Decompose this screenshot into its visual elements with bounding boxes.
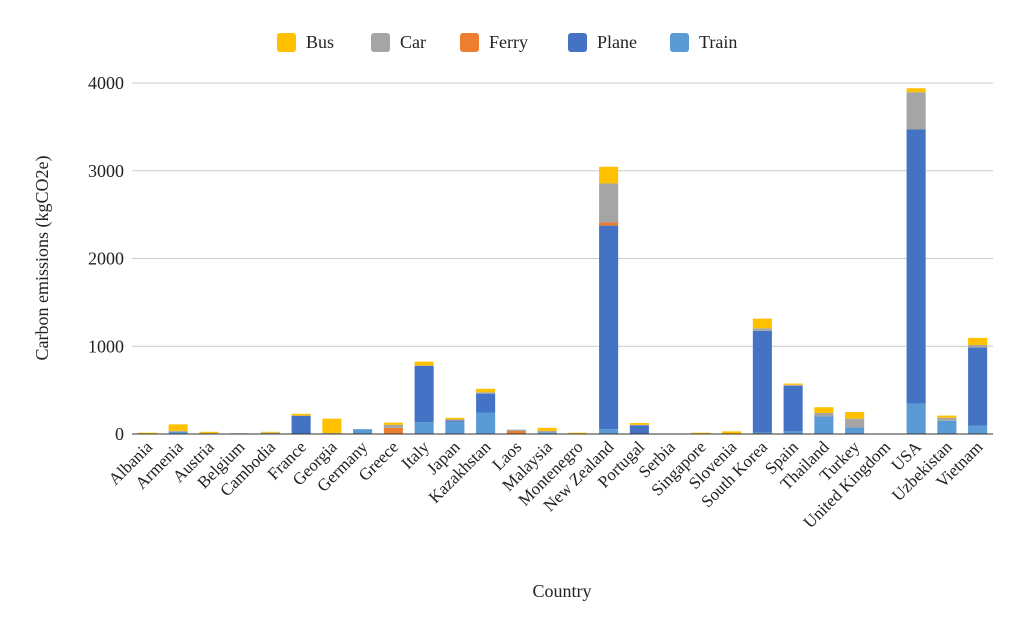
bar-austria-bus: [199, 431, 219, 434]
bar-south-korea-plane: [752, 330, 772, 433]
bar-singapore-bus: [691, 432, 711, 434]
bar-japan-car: [445, 419, 465, 421]
bar-italy-plane: [414, 365, 434, 423]
bar-spain-train: [783, 431, 803, 434]
bar-albania-bus: [137, 432, 157, 434]
bar-spain-car: [783, 384, 803, 386]
y-tick-label: 1000: [88, 336, 124, 356]
legend-label-plane: Plane: [597, 32, 637, 52]
bar-uzbekistan-car: [937, 417, 957, 421]
bar-kazakhstan-bus: [476, 388, 496, 393]
bar-slovenia-bus: [722, 431, 742, 434]
gridlines: [132, 82, 993, 435]
bar-new-zealand-car: [599, 183, 619, 223]
bar-usa-train: [906, 403, 926, 434]
bar-thailand-car: [814, 412, 834, 417]
bar-armenia-train: [168, 431, 188, 434]
bar-south-korea-train: [752, 432, 772, 434]
bar-new-zealand-bus: [599, 166, 619, 184]
bar-thailand-train: [814, 416, 834, 434]
bar-portugal-bus: [629, 423, 649, 425]
bar-vietnam-bus: [968, 337, 988, 345]
bars: [137, 88, 988, 434]
legend-label-ferry: Ferry: [489, 32, 528, 52]
bar-new-zealand-ferry: [599, 222, 619, 226]
legend-label-train: Train: [699, 32, 737, 52]
bar-germany-train: [353, 429, 373, 434]
bar-armenia-bus: [168, 424, 188, 431]
x-axis-category-labels: AlbaniaArmeniaAustriaBelgiumCambodiaFran…: [105, 437, 987, 532]
bar-south-korea-bus: [752, 318, 772, 329]
bar-usa-bus: [906, 88, 926, 93]
bar-japan-train: [445, 421, 465, 434]
bar-turkey-train: [845, 427, 865, 434]
bar-france-plane: [291, 416, 311, 434]
bar-portugal-plane: [629, 425, 649, 434]
bar-uzbekistan-bus: [937, 415, 957, 418]
y-tick-label: 2000: [88, 249, 124, 269]
bar-georgia-bus: [322, 418, 342, 434]
bar-thailand-bus: [814, 407, 834, 413]
bar-turkey-car: [845, 418, 865, 428]
bar-france-bus: [291, 413, 311, 416]
bar-japan-bus: [445, 417, 465, 420]
y-tick-label: 0: [115, 424, 124, 444]
bar-armenia-car: [168, 430, 188, 432]
legend-swatch-plane: [568, 33, 587, 52]
legend: Bus Car Ferry Plane Train: [277, 32, 737, 52]
bar-spain-plane: [783, 385, 803, 432]
y-tick-label: 4000: [88, 73, 124, 93]
bar-italy-train: [414, 422, 434, 434]
y-axis-title: Carbon emissions (kgCO2e): [32, 156, 53, 361]
legend-label-car: Car: [400, 32, 426, 52]
bar-italy-bus: [414, 361, 434, 366]
bar-new-zealand-train: [599, 429, 619, 434]
bar-kazakhstan-car: [476, 392, 496, 394]
bar-new-zealand-plane: [599, 225, 619, 430]
bar-south-korea-car: [752, 328, 772, 331]
legend-swatch-bus: [277, 33, 296, 52]
bar-kazakhstan-plane: [476, 393, 496, 413]
bar-greece-bus: [383, 422, 403, 425]
bar-vietnam-train: [968, 425, 988, 434]
bar-greece-car: [383, 424, 403, 428]
bar-vietnam-plane: [968, 347, 988, 426]
x-axis-title: Country: [532, 581, 591, 601]
bar-kazakhstan-train: [476, 412, 496, 434]
bar-malaysia-train: [537, 432, 557, 434]
bar-malaysia-bus: [537, 427, 557, 431]
bar-laos-ferry: [506, 430, 526, 434]
bar-cambodia-bus: [260, 431, 280, 433]
legend-label-bus: Bus: [306, 32, 334, 52]
bar-usa-car: [906, 92, 926, 130]
legend-swatch-ferry: [460, 33, 479, 52]
bar-usa-plane: [906, 129, 926, 404]
bar-japan-plane: [445, 420, 465, 422]
bar-vietnam-car: [968, 344, 988, 348]
bar-montenegro-bus: [568, 432, 588, 434]
bar-spain-bus: [783, 383, 803, 385]
bar-uzbekistan-train: [937, 420, 957, 434]
legend-swatch-car: [371, 33, 390, 52]
bar-greece-ferry: [383, 427, 403, 434]
bar-turkey-bus: [845, 412, 865, 419]
y-tick-label: 3000: [88, 161, 124, 181]
bar-laos-car: [506, 429, 526, 431]
legend-swatch-train: [670, 33, 689, 52]
y-axis-ticks: 0 1000 2000 3000 4000: [88, 73, 124, 444]
bar-malaysia-car: [537, 430, 557, 433]
bar-cambodia-car: [260, 432, 280, 434]
